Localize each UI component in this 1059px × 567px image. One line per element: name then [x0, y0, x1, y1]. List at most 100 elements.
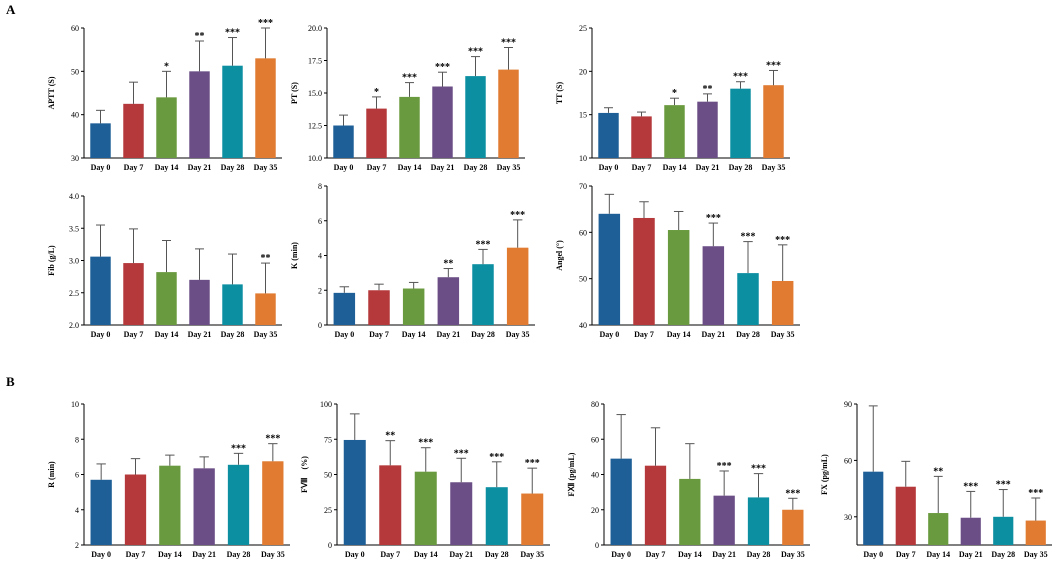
chart-3: 10 15 20 25 TT (S) Day 0 Day 7 * Day 14 ** Day 21 *…: [555, 24, 790, 172]
bar-day-7: [633, 217, 655, 325]
x-tick-label: Day 7: [380, 550, 400, 559]
bar-day-14: [664, 105, 685, 158]
bar-day-21: [432, 86, 453, 158]
chart-5: 0 2 4 6 8 K (min) Day 0 Day 7 Day 14 ** Day 21 *** D…: [290, 182, 535, 339]
y-axis-label: K (min): [290, 242, 299, 269]
significance-label: ***: [1028, 488, 1043, 499]
bar-day-21: [702, 246, 725, 325]
y-axis-label: Angel (°): [555, 240, 564, 271]
y-tick-label: 8: [318, 182, 322, 191]
y-axis-label: Fib (g/L): [47, 245, 56, 276]
bar-day-14: [399, 96, 420, 158]
bar-day-14: [414, 471, 437, 545]
y-axis-label: TT (S): [555, 82, 564, 105]
y-tick-label: 10.0: [308, 154, 322, 163]
bar-day-28: [993, 516, 1014, 545]
x-tick-label: Day 28: [227, 550, 251, 559]
chart-6: 40 50 60 70 Angel (°) Day 0 Day 7 Day 14 *** Day …: [555, 182, 800, 339]
y-tick-label: 40: [71, 111, 79, 120]
bar-day-21: [193, 468, 215, 545]
bar-day-0: [333, 292, 356, 325]
bar-day-28: [747, 497, 770, 545]
significance-label: ***: [706, 213, 721, 224]
y-tick-label: 30: [844, 513, 852, 522]
y-axis-label: R (min): [47, 461, 56, 488]
y-tick-label: 70: [579, 182, 587, 191]
significance-label: ***: [751, 464, 766, 475]
bar-day-35: [262, 461, 284, 545]
bar-day-0: [863, 471, 884, 545]
bar-day-7: [368, 290, 390, 325]
y-tick-label: 2: [318, 286, 322, 295]
x-tick-label: Day 21: [431, 163, 455, 172]
x-tick-label: Day 0: [91, 163, 111, 172]
y-tick-label: 8: [75, 435, 79, 444]
significance-label: ***: [258, 18, 273, 29]
x-tick-label: Day 0: [91, 330, 111, 339]
bar-day-14: [928, 513, 949, 545]
y-tick-label: 60: [591, 435, 599, 444]
bar-day-28: [227, 464, 250, 545]
bar-day-14: [402, 288, 425, 325]
y-axis-label: FⅧ (%): [300, 456, 309, 493]
significance-label: *: [164, 61, 169, 72]
bar-day-21: [189, 71, 210, 158]
bar-day-0: [598, 213, 621, 325]
y-tick-label: 100: [320, 400, 332, 409]
significance-label: ***: [785, 488, 800, 499]
x-tick-label: Day 14: [158, 550, 182, 559]
bar-day-0: [90, 479, 112, 545]
x-tick-label: Day 28: [736, 330, 760, 339]
bar-day-7: [123, 263, 144, 325]
x-tick-label: Day 14: [155, 330, 179, 339]
x-tick-label: Day 21: [188, 330, 212, 339]
significance-label: ***: [510, 210, 525, 221]
x-tick-label: Day 7: [126, 550, 146, 559]
y-tick-label: 50: [71, 67, 79, 76]
x-tick-label: Day 35: [771, 330, 795, 339]
x-tick-label: Day 7: [646, 550, 666, 559]
significance-label: ***: [741, 232, 756, 243]
x-tick-label: Day 28: [991, 550, 1015, 559]
bar-day-14: [156, 272, 177, 325]
bar-day-0: [333, 125, 354, 158]
y-tick-label: 20: [579, 67, 587, 76]
x-tick-label: Day 21: [959, 550, 983, 559]
bar-day-0: [343, 439, 366, 545]
x-tick-label: Day 0: [334, 163, 354, 172]
bar-day-21: [437, 277, 460, 325]
significance-label: ***: [717, 461, 732, 472]
bar-day-21: [713, 495, 735, 545]
x-tick-label: Day 14: [663, 163, 687, 172]
chart-9: 0 20 40 60 80 FⅫ (pg/mL) Day 0 Day 7 Day 14 *** Da…: [567, 400, 810, 559]
bar-day-14: [679, 478, 701, 545]
y-tick-label: 6: [318, 217, 322, 226]
bar-day-35: [782, 509, 804, 545]
x-tick-label: Day 28: [485, 550, 509, 559]
y-tick-label: 4.0: [69, 192, 79, 201]
significance-label: ***: [231, 443, 246, 454]
x-tick-label: Day 14: [414, 550, 438, 559]
y-tick-label: 60: [71, 24, 79, 33]
x-tick-label: Day 21: [712, 550, 736, 559]
x-tick-label: Day 0: [334, 330, 354, 339]
x-tick-label: Day 14: [678, 550, 702, 559]
y-tick-label: 90: [844, 400, 852, 409]
y-tick-label: 0: [318, 321, 322, 330]
x-tick-label: Day 35: [497, 163, 521, 172]
x-tick-label: Day 35: [254, 163, 278, 172]
y-tick-label: 0: [595, 541, 599, 550]
y-tick-label: 15: [579, 111, 587, 120]
significance-label: ***: [225, 28, 240, 39]
significance-label: ***: [996, 480, 1011, 491]
significance-label: ***: [418, 438, 433, 449]
y-tick-label: 25: [579, 24, 587, 33]
y-tick-label: 17.5: [308, 57, 322, 66]
x-tick-label: Day 28: [471, 330, 495, 339]
bar-day-28: [222, 65, 243, 158]
y-tick-label: 40: [591, 471, 599, 480]
y-tick-label: 0: [328, 541, 332, 550]
y-tick-label: 25: [324, 506, 332, 515]
bar-day-7: [631, 116, 652, 158]
x-tick-label: Day 0: [599, 163, 619, 172]
